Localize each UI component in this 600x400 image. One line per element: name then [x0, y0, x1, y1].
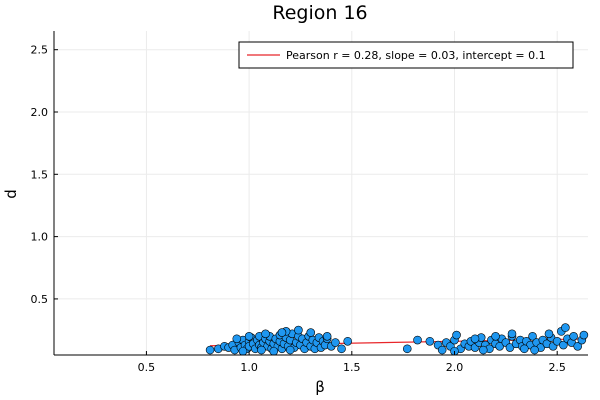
data-point — [322, 332, 332, 341]
grid — [54, 31, 588, 355]
data-point — [505, 343, 515, 352]
x-tick-label: 1.0 — [240, 361, 258, 374]
data-point — [507, 329, 517, 339]
y-tick-label: 1.5 — [31, 168, 49, 181]
data-point — [559, 340, 568, 350]
data-point — [544, 329, 554, 339]
y-axis-label: d — [2, 189, 20, 199]
y-tick-label: 1.0 — [31, 231, 49, 244]
data-point — [306, 328, 316, 337]
y-tick-label: 2.0 — [31, 106, 49, 119]
data-point — [413, 335, 422, 345]
data-point — [269, 346, 279, 356]
x-axis-label: β — [315, 378, 325, 396]
data-point — [257, 345, 266, 355]
data-point — [285, 345, 295, 355]
data-point — [452, 330, 461, 340]
data-point — [552, 336, 562, 346]
data-point — [277, 328, 287, 337]
chart-title: Region 16 — [272, 2, 367, 24]
data-point — [561, 323, 570, 332]
data-point — [530, 345, 539, 355]
data-point — [294, 325, 303, 335]
data-point — [573, 341, 583, 351]
data-point — [491, 332, 500, 341]
data-point — [437, 345, 447, 355]
legend-fit-line-label: Pearson r = 0.28, slope = 0.03, intercep… — [286, 49, 546, 62]
x-tick-label: 2.0 — [446, 361, 464, 374]
data-point — [238, 346, 248, 356]
data-point — [579, 330, 589, 340]
data-point — [402, 344, 412, 354]
data-point — [232, 334, 242, 344]
x-tick-label: 1.5 — [343, 361, 361, 374]
data-point — [244, 332, 254, 341]
legend: Pearson r = 0.28, slope = 0.03, intercep… — [238, 41, 574, 69]
data-point — [478, 345, 488, 355]
data-point — [470, 334, 480, 344]
x-tick-label: 0.5 — [138, 361, 156, 374]
data-point — [520, 344, 529, 354]
y-tick-label: 0.5 — [31, 293, 49, 306]
data-point — [261, 329, 270, 339]
data-point — [528, 332, 537, 341]
y-tick-label: 2.5 — [31, 44, 49, 57]
data-point — [331, 338, 340, 347]
data-point — [425, 336, 435, 346]
data-point — [205, 345, 215, 355]
data-point — [343, 336, 353, 346]
legend-box — [238, 41, 574, 69]
data-point — [337, 344, 346, 354]
axes — [53, 31, 588, 356]
data-point — [569, 332, 578, 341]
points-layer — [205, 323, 589, 356]
x-tick-label: 2.5 — [548, 361, 566, 374]
tick-labels: 0.5 1.0 1.5 2.0 2.5 0.5 1.0 1.5 2.0 2.5 — [31, 44, 566, 374]
